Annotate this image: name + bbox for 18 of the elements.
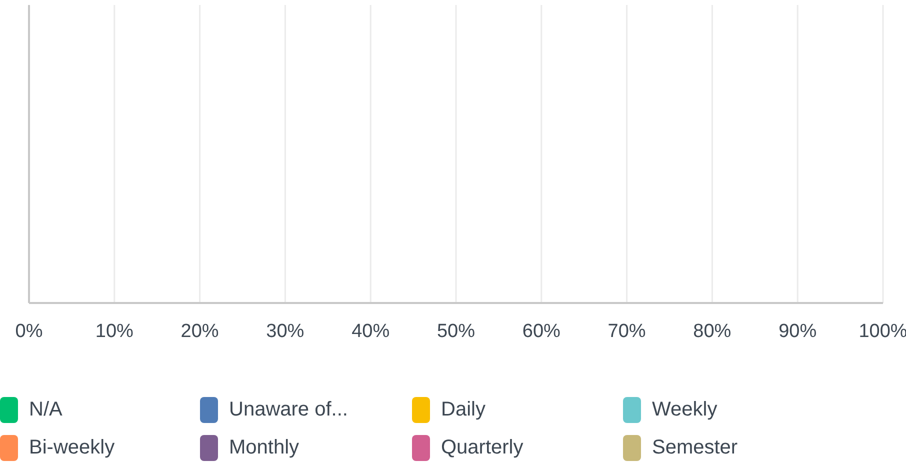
x-tick-label: 40% bbox=[352, 321, 390, 342]
legend-label: Weekly bbox=[652, 398, 718, 420]
x-tick-label: 10% bbox=[95, 321, 134, 342]
legend-label: Daily bbox=[441, 398, 486, 420]
x-tick-label: 0% bbox=[15, 321, 43, 342]
x-tick-label: 50% bbox=[436, 321, 476, 342]
x-tick-label: 90% bbox=[778, 321, 817, 342]
x-tick-label: 60% bbox=[522, 321, 561, 342]
legend-label: N/A bbox=[29, 398, 63, 420]
x-tick-label: 70% bbox=[608, 321, 646, 342]
legend-label: Semester bbox=[652, 436, 738, 458]
x-tick-label: 20% bbox=[180, 321, 219, 342]
legend-label: Quarterly bbox=[441, 436, 524, 458]
x-tick-label: 80% bbox=[693, 321, 732, 342]
legend-label: Monthly bbox=[229, 436, 300, 458]
legend-label: Bi-weekly bbox=[29, 436, 115, 458]
legend-label: Unaware of... bbox=[229, 398, 348, 420]
x-tick-label: 30% bbox=[266, 321, 304, 342]
